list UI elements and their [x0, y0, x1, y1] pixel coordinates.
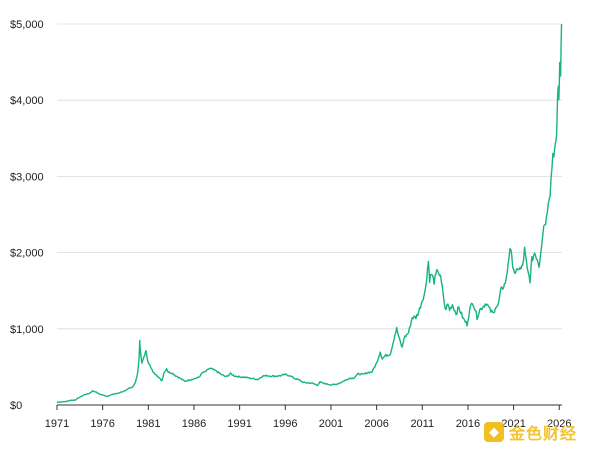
- y-tick-label: $1,000: [10, 324, 44, 336]
- x-tick-label: 2011: [410, 418, 434, 430]
- x-tick-label: 2026: [547, 418, 571, 430]
- x-tick-label: 1971: [45, 418, 69, 430]
- y-tick-label: $0: [10, 400, 22, 412]
- x-tick-label: 2016: [456, 418, 480, 430]
- x-tick-label: 2001: [319, 418, 343, 430]
- x-tick-label: 2006: [364, 418, 388, 430]
- x-axis: [56, 404, 562, 410]
- x-tick-label: 2021: [501, 418, 525, 430]
- y-tick-label: $3,000: [10, 171, 44, 183]
- x-axis-tick-labels: 1971 1976 1981 1986 1991 1996 2001 2006 2011 2016…: [45, 418, 572, 430]
- x-tick-label: 1981: [136, 418, 160, 430]
- x-tick-label: 1996: [273, 418, 297, 430]
- y-tick-label: $4,000: [10, 95, 44, 107]
- x-tick-label: 1976: [90, 418, 114, 430]
- price-series-line: [56, 23, 563, 403]
- y-tick-label: $2,000: [10, 248, 44, 260]
- y-tick-label: $5,000: [10, 19, 44, 31]
- gridlines: [57, 23, 562, 330]
- x-tick-label: 1986: [182, 418, 206, 430]
- x-tick-label: 1991: [227, 418, 251, 430]
- y-axis-tick-labels: $0 $1,000 $2,000 $3,000 $4,000 $5,000: [10, 19, 44, 412]
